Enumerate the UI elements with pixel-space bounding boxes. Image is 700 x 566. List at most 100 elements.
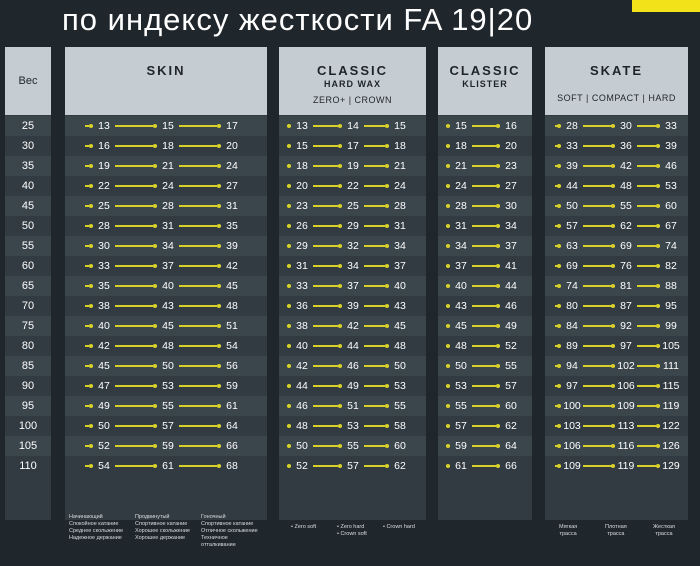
table-row: 52 57 62 xyxy=(279,456,426,476)
stiffness-value: 34 xyxy=(446,239,472,253)
weight-cell: 60 xyxy=(21,260,35,272)
stiffness-value: 39 xyxy=(557,159,583,173)
stiffness-value: 28 xyxy=(557,119,583,133)
table-row: 26 29 31 xyxy=(279,216,426,236)
table-row: 28 31 35 xyxy=(65,216,267,236)
stiffness-value: 60 xyxy=(385,439,411,453)
stiffness-value: 26 xyxy=(287,219,313,233)
stiffness-value: 74 xyxy=(557,279,583,293)
stiffness-value: 38 xyxy=(89,299,115,313)
stiffness-value: 16 xyxy=(89,139,115,153)
stiffness-value: 24 xyxy=(153,179,179,193)
stiffness-value: 61 xyxy=(446,459,472,473)
note-text: • Crown hard xyxy=(383,524,415,530)
stiffness-value: 34 xyxy=(153,239,179,253)
stiffness-value: 21 xyxy=(153,159,179,173)
stiffness-value: 35 xyxy=(89,279,115,293)
table-row: 40 44 48 xyxy=(279,336,426,356)
stiffness-value: 49 xyxy=(496,319,522,333)
row-line xyxy=(446,185,518,187)
stiffness-value: 60 xyxy=(496,399,522,413)
stiffness-value: 99 xyxy=(656,319,682,333)
table-row: 33 37 40 xyxy=(279,276,426,296)
stiffness-value: 20 xyxy=(287,179,313,193)
stiffness-value: 15 xyxy=(153,119,179,133)
table-row: 103 113 122 xyxy=(545,416,688,436)
row-line xyxy=(446,205,518,207)
weight-cell: 70 xyxy=(21,300,35,312)
stiffness-value: 43 xyxy=(153,299,179,313)
stiffness-value: 35 xyxy=(217,219,243,233)
table-row: 84 92 99 xyxy=(545,316,688,336)
stiffness-value: 46 xyxy=(338,359,364,373)
table-row: 34 37 xyxy=(438,236,532,256)
stiffness-value: 45 xyxy=(385,319,411,333)
stiffness-value: 21 xyxy=(446,159,472,173)
stiffness-value: 27 xyxy=(217,179,243,193)
table-row: 57 62 67 xyxy=(545,216,688,236)
stiffness-value: 34 xyxy=(385,239,411,253)
table-row: 16 18 20 xyxy=(65,136,267,156)
stiffness-value: 37 xyxy=(496,239,522,253)
stiffness-value: 102 xyxy=(611,359,637,373)
table-row: 52 59 66 xyxy=(65,436,267,456)
stiffness-value: 29 xyxy=(287,239,313,253)
stiffness-value: 100 xyxy=(557,399,583,413)
panel-title: CLASSIC xyxy=(449,63,521,78)
stiffness-value: 42 xyxy=(287,359,313,373)
table-row: 25 28 31 xyxy=(65,196,267,216)
stiffness-value: 57 xyxy=(153,419,179,433)
note-text: Продвинутый Спортивное катание Хорошее с… xyxy=(135,514,190,541)
stiffness-value: 48 xyxy=(287,419,313,433)
stiffness-value: 20 xyxy=(217,139,243,153)
weight-cell: 25 xyxy=(5,116,51,136)
stiffness-value: 31 xyxy=(287,259,313,273)
table-row: 35 40 45 xyxy=(65,276,267,296)
table-row: 50 55 xyxy=(438,356,532,376)
weight-cell: 50 xyxy=(21,220,35,232)
stiffness-value: 32 xyxy=(338,239,364,253)
table-row: 42 46 50 xyxy=(279,356,426,376)
stiffness-value: 14 xyxy=(338,119,364,133)
stiffness-value: 58 xyxy=(385,419,411,433)
table-row: 30 34 39 xyxy=(65,236,267,256)
stiffness-value: 25 xyxy=(89,199,115,213)
table-row: 54 61 68 xyxy=(65,456,267,476)
stiffness-value: 45 xyxy=(217,279,243,293)
table-row: 31 34 37 xyxy=(279,256,426,276)
table-row: 48 53 58 xyxy=(279,416,426,436)
weight-column: Вес 25 30 35 40 45 50 55 60 65 70 75 80 85 90 95 100 105… xyxy=(5,47,51,520)
table-row: 46 51 55 xyxy=(279,396,426,416)
stiffness-value: 51 xyxy=(217,319,243,333)
stiffness-value: 52 xyxy=(496,339,522,353)
panel-title: CLASSIC xyxy=(316,63,389,78)
stiffness-value: 15 xyxy=(287,139,313,153)
weight-cell: 35 xyxy=(5,156,51,176)
stiffness-value: 62 xyxy=(496,419,522,433)
stiffness-value: 115 xyxy=(656,379,682,393)
page-title: по индексу жесткости FA 19|20 xyxy=(62,2,534,37)
note-text: • Zero soft xyxy=(291,524,317,530)
stiffness-value: 19 xyxy=(89,159,115,173)
weight-cell: 40 xyxy=(21,180,35,192)
panel-notes: • Zero soft • Zero hard • Crown soft • Cro… xyxy=(279,510,426,566)
stiffness-value: 31 xyxy=(385,219,411,233)
panel-subtitle: KLISTER xyxy=(462,79,508,89)
table-row: 53 57 xyxy=(438,376,532,396)
stiffness-value: 49 xyxy=(338,379,364,393)
stiffness-value: 97 xyxy=(557,379,583,393)
row-line xyxy=(446,285,518,287)
note-text: Мягкая трасса xyxy=(559,524,578,537)
note-text: Начинающий Спокойное катание Среднее ско… xyxy=(69,514,123,541)
panel-classic-klister: CLASSIC KLISTER 15 16 18 20 21 23 24 27 28 30 31 34… xyxy=(438,47,532,520)
stiffness-value: 119 xyxy=(656,399,682,413)
stiffness-value: 53 xyxy=(153,379,179,393)
note-text: Жесткая трасса xyxy=(653,524,675,537)
stiffness-value: 28 xyxy=(446,199,472,213)
stiffness-value: 50 xyxy=(89,419,115,433)
panel-header: SKATE SOFT | COMPACT | HARD xyxy=(545,47,688,115)
row-line xyxy=(446,385,518,387)
stiffness-value: 42 xyxy=(89,339,115,353)
stiffness-value: 22 xyxy=(89,179,115,193)
stiffness-value: 50 xyxy=(446,359,472,373)
